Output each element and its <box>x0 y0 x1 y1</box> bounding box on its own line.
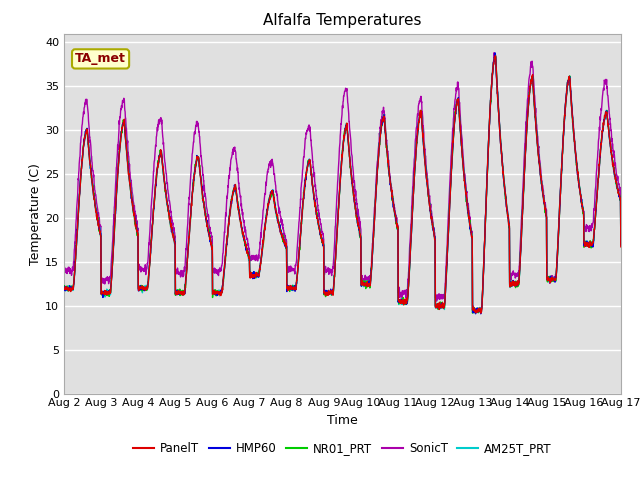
Legend: PanelT, HMP60, NR01_PRT, SonicT, AM25T_PRT: PanelT, HMP60, NR01_PRT, SonicT, AM25T_P… <box>128 437 557 460</box>
Text: TA_met: TA_met <box>75 52 126 65</box>
Y-axis label: Temperature (C): Temperature (C) <box>29 163 42 264</box>
Title: Alfalfa Temperatures: Alfalfa Temperatures <box>263 13 422 28</box>
X-axis label: Time: Time <box>327 414 358 427</box>
